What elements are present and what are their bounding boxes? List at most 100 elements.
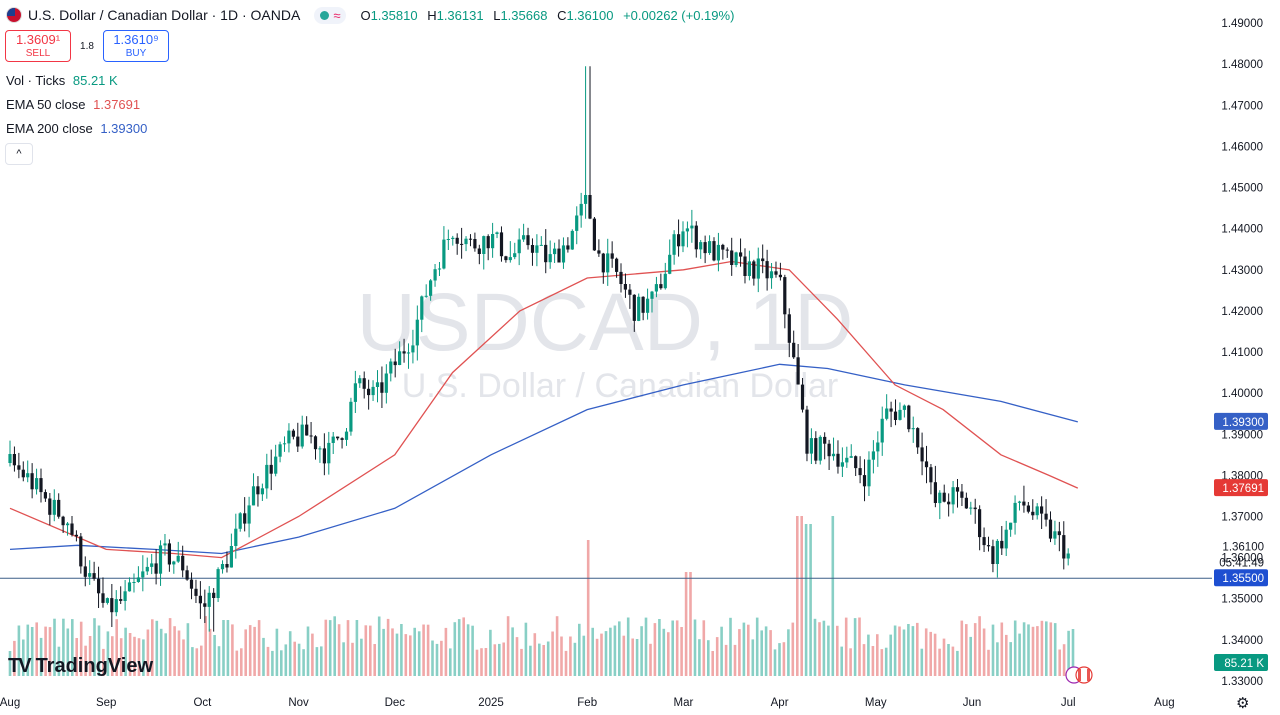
volume-bar (186, 623, 190, 676)
volume-bar (302, 649, 305, 676)
volume-bar (520, 648, 523, 676)
volume-bar (902, 629, 906, 676)
candle-body (234, 528, 238, 546)
volume-bar (729, 617, 732, 676)
sell-price: 1.3609¹ (15, 32, 61, 47)
symbol-title[interactable]: U.S. Dollar / Canadian Dollar · 1D · OAN… (28, 7, 301, 23)
ema200-legend[interactable]: EMA 200 close 1.39300 (6, 121, 147, 136)
candle-body (867, 459, 871, 487)
ema50-line (9, 260, 1079, 559)
ohlc-readout: O1.35810 H1.36131 L1.35668 C1.36100 +0.0… (360, 8, 740, 23)
volume-bar (453, 622, 457, 676)
time-tick-label: Oct (193, 697, 212, 709)
tradingview-logo[interactable]: TV TradingView (8, 655, 153, 678)
buy-price: 1.3610⁹ (113, 32, 159, 47)
volume-bar (1000, 622, 1004, 676)
volume-bar (796, 516, 799, 676)
candle-body (207, 592, 211, 607)
candle-body (88, 573, 92, 577)
compare-flags-icon[interactable] (1062, 665, 1094, 685)
volume-bar (30, 627, 34, 676)
candle-body (442, 239, 446, 269)
candle-body (66, 523, 70, 526)
candle-body (1057, 531, 1061, 536)
candle-body (477, 248, 481, 254)
candle-body (486, 236, 490, 249)
candle-body (194, 588, 198, 596)
sell-button[interactable]: 1.3609¹ SELL (5, 30, 71, 62)
volume-bar (924, 628, 928, 676)
volume-bar (862, 644, 866, 676)
candle-body (628, 289, 632, 295)
time-axis[interactable]: Aug Sep Oct Nov Dec 2025 Feb Mar Apr May Jun Jul Aug (0, 697, 1175, 709)
candle-body (712, 241, 716, 261)
volume-bar (511, 627, 514, 676)
volume-bar (137, 638, 141, 676)
candle-body (185, 570, 189, 580)
price-tick-label: 1.37000 (1221, 512, 1263, 524)
volume-bar (840, 646, 843, 676)
volume-bar (689, 572, 692, 676)
volume-bar (177, 630, 181, 676)
volume-bar (960, 620, 964, 676)
volume-bar (982, 628, 986, 676)
candle-body (238, 513, 242, 529)
volume-bar (409, 635, 412, 676)
volume-bar (382, 628, 385, 676)
settings-gear-icon[interactable]: ⚙ (1236, 695, 1250, 712)
candle-body (1053, 531, 1057, 539)
candle-body (278, 444, 282, 457)
volume-indicator-legend[interactable]: Vol · Ticks 85.21 K (6, 73, 118, 88)
candle-body (663, 273, 667, 289)
chart-watermark: USDCAD, 1D U.S. Dollar / Canadian Dollar (357, 277, 854, 405)
candle-body (561, 245, 566, 263)
candle-body (805, 409, 809, 454)
candle-body (74, 534, 78, 537)
price-label-box (1214, 569, 1268, 587)
candle-body (371, 386, 375, 396)
volume-bar (413, 627, 416, 676)
candle-body (39, 478, 43, 493)
candle-body (747, 261, 751, 276)
candle-body (836, 453, 840, 467)
volume-bar (244, 629, 247, 676)
volume-bar (275, 628, 279, 676)
collapse-legend-button[interactable]: ^ (5, 143, 33, 165)
time-tick-label: Dec (385, 697, 406, 709)
candle-body (800, 384, 805, 410)
candle-body (468, 238, 473, 240)
volume-bar (755, 617, 759, 676)
volume-bar (395, 633, 399, 676)
symbol-header: U.S. Dollar / Canadian Dollar · 1D · OAN… (6, 5, 740, 25)
candle-body (876, 442, 880, 452)
candle-body (893, 411, 898, 420)
market-status[interactable]: ≈ (314, 6, 347, 24)
volume-bar (97, 625, 101, 676)
candle-body (654, 284, 658, 292)
ema50-legend[interactable]: EMA 50 close 1.37691 (6, 97, 140, 112)
volume-bar (715, 637, 719, 676)
candle-body (1048, 519, 1053, 539)
candle-body (309, 435, 313, 437)
candle-body (300, 424, 304, 447)
volume-label-text: 85.21 K (1224, 658, 1264, 670)
volume-bar (62, 618, 65, 676)
candle-body (615, 258, 619, 272)
volume-bar (168, 618, 172, 676)
candle-body (933, 482, 937, 503)
volume-bar (662, 628, 666, 676)
candle-body (473, 239, 477, 249)
volume-bar (618, 621, 621, 676)
watermark-name: U.S. Dollar / Canadian Dollar (402, 367, 839, 405)
candle-body (579, 203, 583, 216)
buy-button[interactable]: 1.3610⁹ BUY (103, 30, 169, 62)
candle-body (725, 249, 729, 251)
volume-bar (208, 628, 212, 676)
volume-bar (457, 619, 461, 676)
volume-bar (142, 639, 145, 676)
price-axis[interactable]: 1.49000 1.48000 1.47000 1.46000 1.45000 1.440… (1221, 18, 1263, 688)
candle-body (721, 244, 725, 250)
price-tick-label: 1.43000 (1221, 265, 1263, 277)
volume-bar (586, 540, 590, 676)
